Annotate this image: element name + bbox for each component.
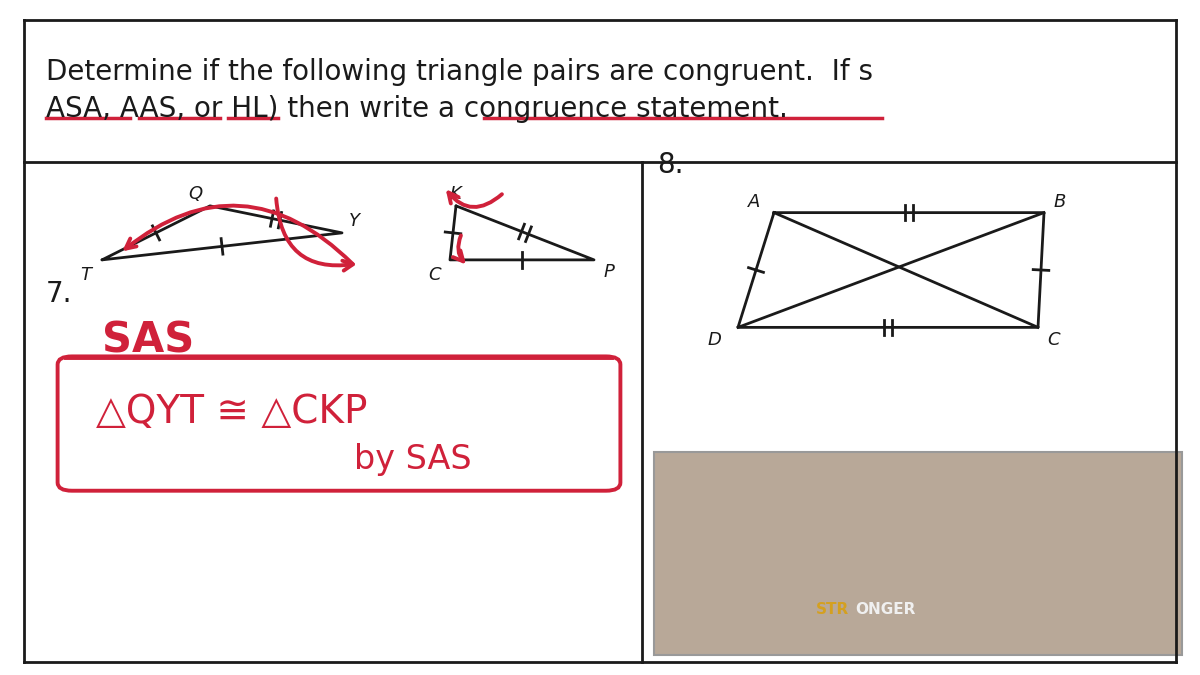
Text: 8.: 8.	[658, 151, 684, 180]
Text: by SAS: by SAS	[354, 443, 472, 475]
Text: SAS: SAS	[102, 320, 194, 362]
Text: C: C	[1048, 331, 1061, 348]
FancyBboxPatch shape	[58, 356, 620, 491]
Text: ONGER: ONGER	[856, 602, 916, 617]
Text: T: T	[80, 266, 91, 283]
Text: P: P	[604, 263, 614, 281]
Text: STR: STR	[816, 602, 850, 617]
Text: ASA, AAS, or HL) then write a congruence statement.: ASA, AAS, or HL) then write a congruence…	[46, 95, 787, 124]
Text: 7.: 7.	[46, 279, 72, 308]
Text: B: B	[1054, 194, 1066, 211]
Text: D: D	[708, 331, 722, 348]
Text: △QYT ≅ △CKP: △QYT ≅ △CKP	[96, 393, 367, 431]
Text: Q: Q	[188, 185, 203, 202]
Text: K: K	[450, 185, 462, 202]
Bar	[654, 452, 1182, 655]
Text: A: A	[748, 194, 760, 211]
Text: C: C	[428, 266, 442, 283]
Text: Determine if the following triangle pairs are congruent.  If s: Determine if the following triangle pair…	[46, 58, 872, 86]
Text: Y: Y	[349, 212, 360, 230]
